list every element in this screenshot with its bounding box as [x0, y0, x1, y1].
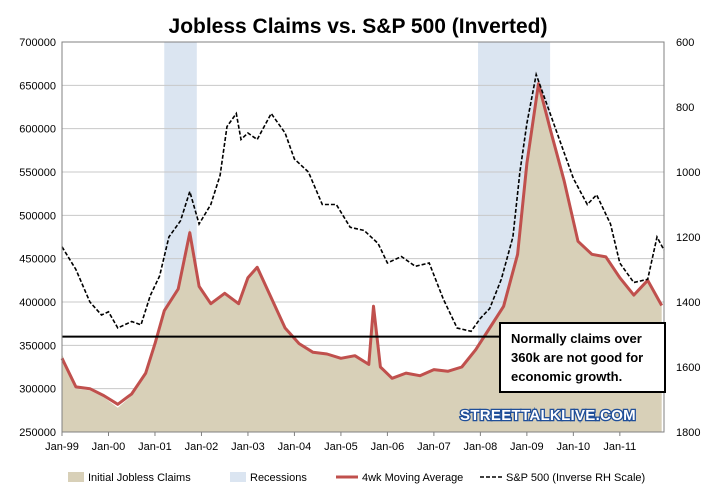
x-tick-label-1: Jan-99	[45, 441, 79, 453]
annotation-line-2: 360k are not good for	[511, 350, 643, 365]
y-left-tick-label-1: 250000	[19, 427, 56, 439]
y-left-tick-label-3: 350000	[19, 340, 56, 352]
y-right-tick-label-4: 1200	[676, 232, 700, 244]
x-tick-label-7: Jan-05	[324, 441, 358, 453]
legend-swatch-2	[230, 472, 246, 482]
x-tick-label-9: Jan-07	[417, 441, 451, 453]
y-left-tick-label-8: 600000	[19, 124, 56, 136]
x-tick-label-10: Jan-08	[464, 441, 498, 453]
x-tick-label-11: Jan-09	[510, 441, 544, 453]
x-tick-label-8: Jan-06	[371, 441, 405, 453]
watermark-text: STREETTALKLIVE.COM	[460, 407, 636, 424]
y-left-tick-label-6: 500000	[19, 210, 56, 222]
sp500-line	[61, 71, 665, 333]
x-tick-label-6: Jan-04	[278, 441, 312, 453]
legend-label-2: Recessions	[250, 472, 307, 484]
y-right-tick-label-5: 1400	[676, 297, 700, 309]
y-right-tick-label-2: 800	[676, 102, 694, 114]
moving-average-line	[60, 82, 664, 406]
y-left-tick-label-10: 700000	[19, 37, 56, 49]
plot-border	[61, 41, 665, 433]
y-left-tick-label-4: 400000	[19, 297, 56, 309]
x-tick-label-5: Jan-03	[231, 441, 265, 453]
legend: Initial Jobless Claims Recessions 4wk Movi…	[68, 472, 645, 484]
y-right-tick-label-3: 1000	[676, 167, 700, 179]
y-left-tick-label-2: 300000	[19, 384, 56, 396]
chart-title: Jobless Claims vs. S&P 500 (Inverted)	[169, 15, 548, 38]
y-left-tick-label-7: 550000	[19, 167, 56, 179]
x-tick-label-4: Jan-02	[185, 441, 219, 453]
y-left-tick-label-9: 650000	[19, 80, 56, 92]
y-right-tick-label-7: 1800	[676, 427, 700, 439]
x-tick-label-3: Jan-01	[138, 441, 172, 453]
annotation-line-3: economic growth.	[511, 369, 622, 384]
legend-label-3: 4wk Moving Average	[362, 472, 463, 484]
annotation-box	[499, 322, 666, 393]
legend-label-1: Initial Jobless Claims	[88, 472, 191, 484]
x-tick-label-2: Jan-00	[92, 441, 126, 453]
legend-label-4: S&P 500 (Inverse RH Scale)	[506, 472, 645, 484]
x-tick-label-13: Jan-11	[603, 441, 636, 453]
y-left-tick-label-5: 450000	[19, 254, 56, 266]
legend-swatch-1	[68, 472, 84, 482]
x-tick-label-12: Jan-10	[557, 441, 591, 453]
y-right-tick-label-1: 600	[676, 37, 694, 49]
annotation-line-1: Normally claims over	[511, 331, 642, 346]
y-right-tick-label-6: 1600	[676, 362, 700, 374]
annotation: Normally claims over 360k are not good fo…	[499, 322, 666, 393]
